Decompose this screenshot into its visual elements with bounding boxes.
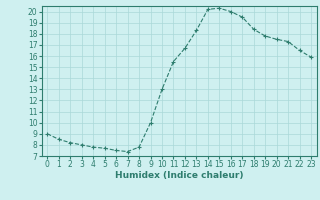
X-axis label: Humidex (Indice chaleur): Humidex (Indice chaleur) [115, 171, 244, 180]
